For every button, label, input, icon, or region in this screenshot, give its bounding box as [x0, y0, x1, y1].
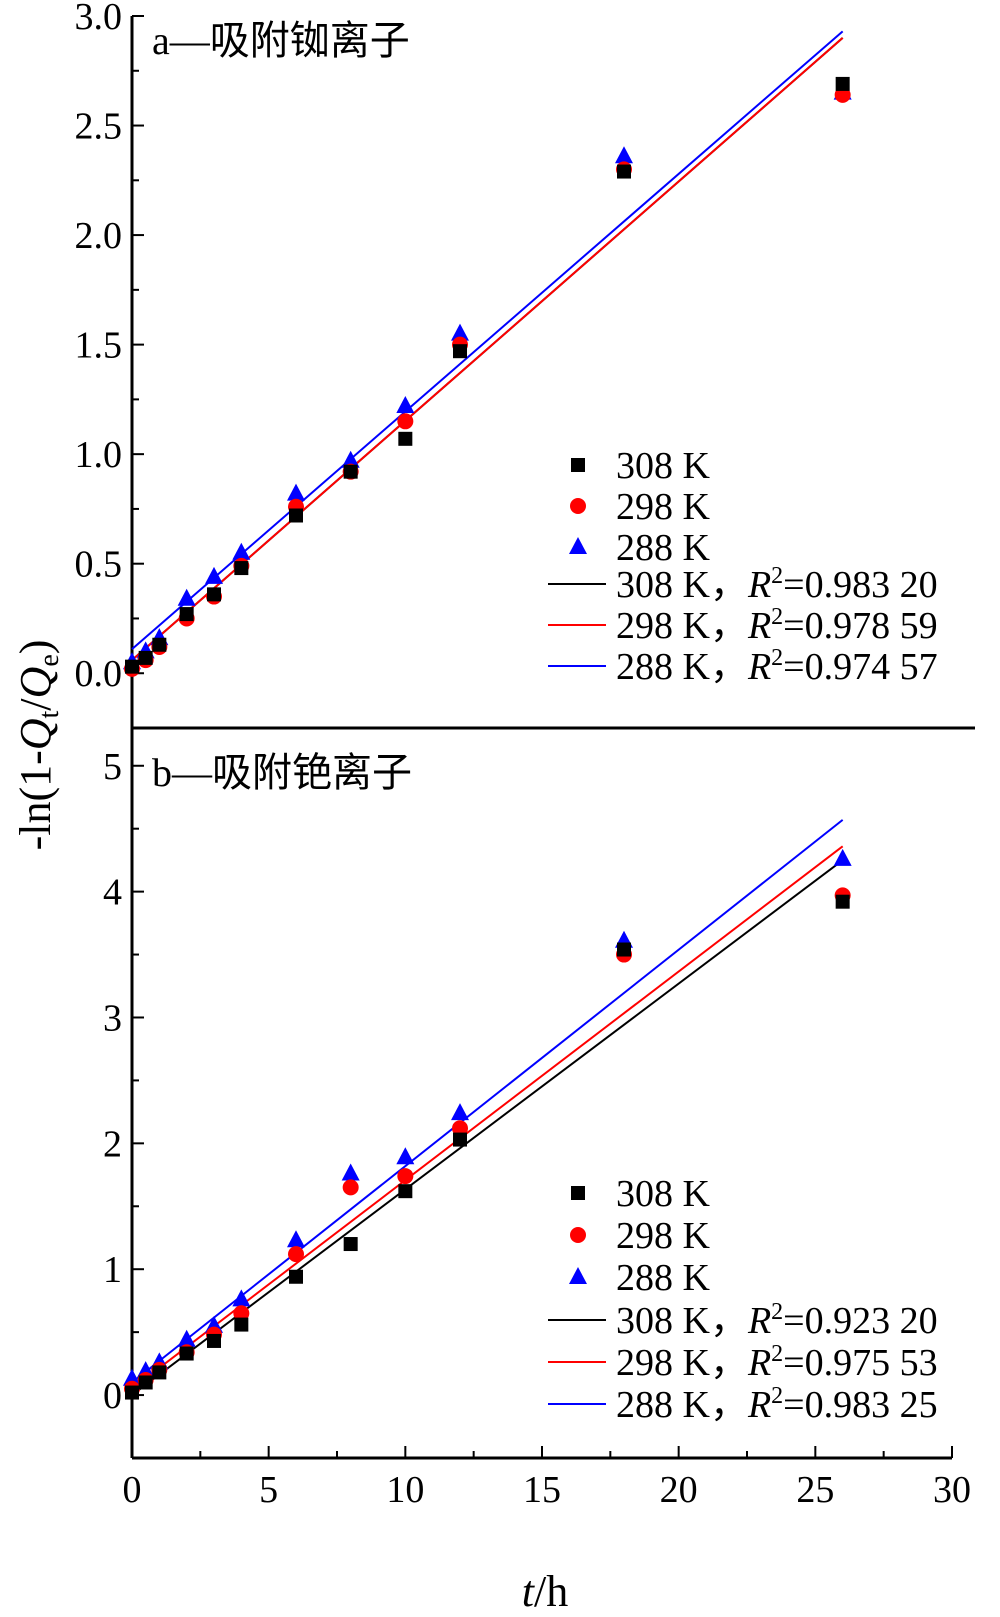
panel-b-title: b—吸附铯离子: [152, 750, 412, 795]
x-axis-title: t/h: [522, 1567, 568, 1616]
panel-b-y-tick-label: 5: [103, 746, 122, 788]
panel-a-legend-marker: [569, 537, 587, 554]
panel-a-point-square: [234, 561, 249, 576]
panel-a-y-tick-label: 1.0: [75, 434, 123, 476]
panel-a-point-square: [398, 431, 413, 446]
panel-b-legend-marker: [571, 1186, 585, 1200]
panel-b-point-square: [125, 1385, 139, 1400]
panel-b-y-tick-label: 1: [103, 1249, 122, 1291]
panel-a-fit-line: [131, 37, 844, 661]
panel-b-point-triangle: [287, 1230, 305, 1248]
panel-b-point-triangle: [232, 1289, 251, 1307]
panel-b-legend-label: 308 K: [616, 1173, 711, 1215]
panel-a-fit-line: [131, 30, 844, 650]
panel-b-point-triangle: [451, 1103, 469, 1121]
panel-b-fit-line: [131, 819, 844, 1384]
panel-b-point-square: [835, 894, 850, 909]
panel-b-legend-label: 298 K: [616, 1215, 711, 1257]
panel-a-point-triangle: [396, 395, 415, 413]
panel-b-point-square: [343, 1237, 358, 1252]
panel-a-legend-label: 308 K: [616, 445, 711, 487]
panel-b-point-square: [398, 1184, 413, 1199]
panel-b-legend-marker: [570, 1227, 586, 1243]
panel-a-point-square: [207, 587, 221, 602]
panel-a-point-triangle: [615, 146, 633, 164]
x-tick-label: 0: [123, 1469, 142, 1511]
panel-a-point-square: [179, 607, 194, 622]
panel-a-y-tick-label: 0.0: [75, 653, 123, 695]
panel-a-point-triangle: [205, 566, 223, 584]
panel-a-point-square: [152, 637, 167, 652]
panel-a-point-square: [138, 650, 153, 665]
panel-b-legend-fit-label: 308 K，R2=0.923 20: [616, 1299, 938, 1342]
panel-a-legend-fit-label: 298 K，R2=0.978 59: [616, 604, 938, 647]
panel-a-point-triangle: [341, 450, 360, 468]
panel-b-fit-line: [131, 845, 844, 1390]
panel-a-legend-marker: [570, 498, 586, 514]
panel-a-title: a—吸附铷离子: [152, 18, 410, 63]
panel-b-point-square: [289, 1269, 303, 1284]
panel-a-legend-label: 298 K: [616, 486, 711, 528]
panel-b-point-square: [207, 1333, 221, 1348]
panel-a-point-triangle: [451, 323, 469, 341]
panel-a-point-square: [453, 344, 467, 359]
x-tick-label: 5: [259, 1469, 278, 1511]
panel-a-y-tick-label: 3.0: [75, 0, 123, 38]
panel-a-legend-label: 288 K: [616, 527, 711, 569]
panel-b-y-tick-label: 2: [103, 1123, 122, 1165]
panel-b-point-triangle: [833, 848, 852, 866]
panel-a-point-square: [617, 164, 631, 179]
panel-a-y-tick-label: 2.5: [75, 106, 123, 148]
panel-b-fit-line: [131, 859, 844, 1396]
panel-a-point-triangle: [177, 588, 196, 606]
panel-b-point-square: [179, 1346, 194, 1361]
panel-b-point-triangle: [123, 1368, 141, 1386]
y-axis-title: -ln(1-Qt/Qe): [11, 640, 65, 851]
panel-a-point-square: [343, 464, 358, 479]
panel-b-legend-fit-label: 288 K，R2=0.983 25: [616, 1383, 938, 1426]
panel-b-y-tick-label: 4: [103, 872, 122, 914]
panel-a-legend-marker: [571, 458, 585, 472]
panel-b-point-square: [617, 942, 631, 957]
panel-a-point-triangle: [287, 483, 305, 501]
panel-b-point-triangle: [396, 1147, 415, 1165]
x-tick-label: 30: [933, 1469, 971, 1511]
panel-b-point-triangle: [341, 1163, 360, 1181]
panel-b-y-tick-label: 3: [103, 997, 122, 1039]
x-tick-label: 10: [386, 1469, 424, 1511]
panel-b-point-circle: [452, 1120, 468, 1137]
panel-a-legend-fit-label: 308 K，R2=0.983 20: [616, 563, 938, 606]
panel-b-point-circle: [233, 1305, 250, 1322]
panel-a-point-square: [125, 659, 139, 674]
panel-b-point-square: [453, 1132, 467, 1147]
x-tick-label: 20: [660, 1469, 698, 1511]
panel-a-point-triangle: [232, 542, 251, 560]
panel-a-y-tick-label: 0.5: [75, 544, 123, 586]
panel-b-point-square: [152, 1365, 167, 1380]
panel-a-point-circle: [397, 413, 414, 430]
panel-b-point-square: [234, 1317, 249, 1332]
panel-a-legend-fit-label: 288 K，R2=0.974 57: [616, 645, 938, 688]
panel-b-y-tick-label: 0: [103, 1375, 122, 1417]
panel-b-point-circle: [397, 1168, 414, 1185]
panel-b-legend-label: 288 K: [616, 1257, 711, 1299]
panel-b-legend-fit-label: 298 K，R2=0.975 53: [616, 1341, 938, 1384]
panel-b-legend-marker: [569, 1267, 587, 1284]
panel-b-point-triangle: [177, 1329, 196, 1347]
panel-a-y-tick-label: 2.0: [75, 215, 123, 257]
panel-b-point-circle: [342, 1179, 359, 1196]
x-tick-label: 15: [523, 1469, 561, 1511]
panel-b-point-circle: [288, 1246, 304, 1263]
panel-a-point-square: [289, 508, 303, 523]
panel-b-point-square: [138, 1375, 153, 1390]
panel-a-point-square: [835, 76, 850, 91]
x-tick-label: 25: [796, 1469, 834, 1511]
panel-a-y-tick-label: 1.5: [75, 325, 123, 367]
